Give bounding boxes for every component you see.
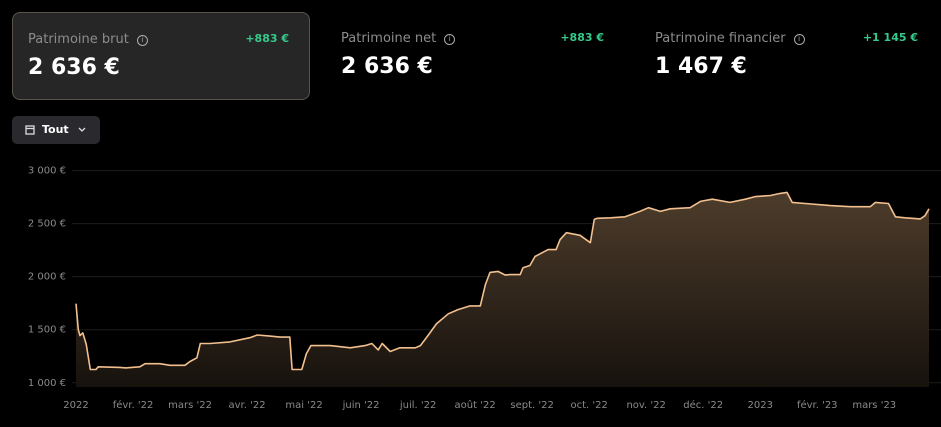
x-tick-label: 2023 xyxy=(747,400,772,411)
x-tick-label: juin '22 xyxy=(342,400,380,411)
card-label: Patrimoine net i xyxy=(341,31,456,46)
calendar-icon xyxy=(25,125,35,135)
x-tick-label: févr. '22 xyxy=(113,399,154,411)
area-fill xyxy=(76,192,929,387)
card[interactable]: Patrimoine financier i +1 145 € 1 467 € xyxy=(640,12,938,100)
card-label-text: Patrimoine financier xyxy=(655,31,786,46)
card-value: 1 467 € xyxy=(655,54,747,79)
y-tick-label: 3 000 € xyxy=(28,166,66,177)
x-tick-label: avr. '22 xyxy=(229,400,266,411)
card-delta: +1 145 € xyxy=(862,31,918,44)
chevron-icon xyxy=(78,127,86,132)
x-tick-label: oct. '22 xyxy=(570,400,607,411)
card[interactable]: Patrimoine brut i +883 € 2 636 € xyxy=(12,12,310,100)
x-tick-label: août '22 xyxy=(455,399,496,411)
card-delta: +883 € xyxy=(560,31,604,44)
info-icon[interactable]: i xyxy=(136,35,148,46)
info-icon[interactable]: i xyxy=(793,34,805,45)
card-label-text: Patrimoine net xyxy=(341,31,437,46)
x-tick-label: mars '22 xyxy=(168,400,212,411)
filter-button[interactable]: Tout xyxy=(12,116,100,144)
info-icon[interactable]: i xyxy=(444,34,456,45)
x-tick-label: nov. '22 xyxy=(626,400,665,411)
card[interactable]: Patrimoine net i +883 € 2 636 € xyxy=(326,12,624,100)
card-label: Patrimoine financier i xyxy=(655,31,805,46)
y-tick-label: 1 500 € xyxy=(28,325,66,336)
card-value: 2 636 € xyxy=(28,55,120,80)
x-tick-label: déc. '22 xyxy=(683,399,723,411)
x-tick-label: juil. '22 xyxy=(399,400,437,411)
x-tick-label: 2022 xyxy=(63,400,88,411)
y-tick-label: 2 000 € xyxy=(28,272,66,283)
x-tick-label: sept. '22 xyxy=(510,400,553,411)
filter-label: Tout xyxy=(42,123,69,136)
y-tick-label: 1 000 € xyxy=(28,378,66,389)
x-tick-label: mars '23 xyxy=(852,400,896,411)
card-label-text: Patrimoine brut xyxy=(28,32,129,47)
y-tick-label: 2 500 € xyxy=(28,219,66,230)
card-label: Patrimoine brut i xyxy=(28,32,148,47)
card-delta: +883 € xyxy=(245,32,289,45)
card-value: 2 636 € xyxy=(341,54,433,79)
filter-icons xyxy=(25,125,86,135)
line xyxy=(75,191,930,371)
x-tick-label: mai '22 xyxy=(285,400,322,411)
x-tick-label: févr. '23 xyxy=(797,399,838,411)
